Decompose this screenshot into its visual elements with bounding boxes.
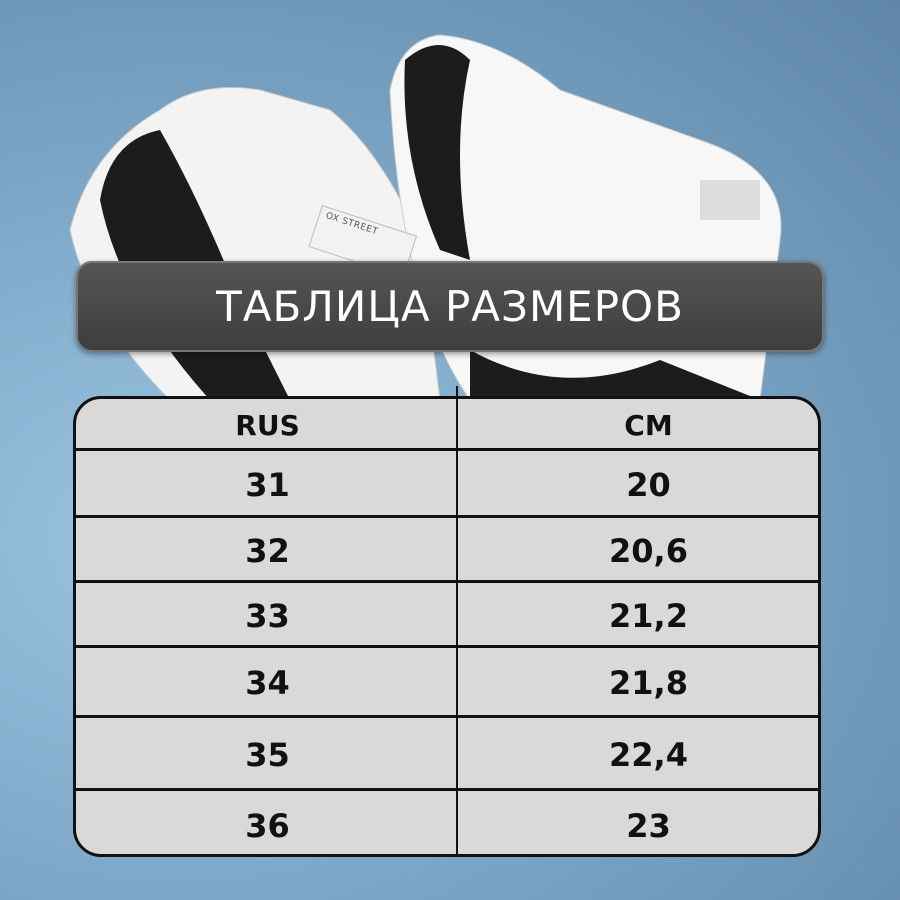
rus-size: 36 [245,806,290,845]
table-row: 32 20,6 [76,515,818,583]
rus-size: 33 [245,596,290,635]
column-divider [456,386,458,856]
cm-size: 20 [626,465,671,504]
cm-size: 20,6 [609,531,688,570]
cm-size: 22,4 [609,735,688,774]
rus-size: 31 [245,465,290,504]
size-table-title-banner: ТАБЛИЦА РАЗМЕРОВ [76,261,824,352]
rus-size: 34 [245,664,290,702]
cm-size: 21,8 [609,664,688,702]
table-header-row: RUS CM [76,399,818,451]
size-table: RUS CM 31 20 32 20,6 33 21,2 34 21,8 35 … [73,396,821,857]
rus-size: 32 [245,531,290,570]
header-rus: RUS [235,408,300,442]
page-title: ТАБЛИЦА РАЗМЕРОВ [216,282,684,331]
cm-size: 21,2 [609,596,688,635]
table-row: 36 23 [76,788,818,854]
cm-size: 23 [626,806,671,845]
table-row: 35 22,4 [76,715,818,791]
table-row: 33 21,2 [76,580,818,648]
header-cm: CM [624,408,673,442]
table-row: 31 20 [76,448,818,518]
table-row: 34 21,8 [76,645,818,718]
rus-size: 35 [245,735,290,774]
sneakers-image [69,34,782,401]
